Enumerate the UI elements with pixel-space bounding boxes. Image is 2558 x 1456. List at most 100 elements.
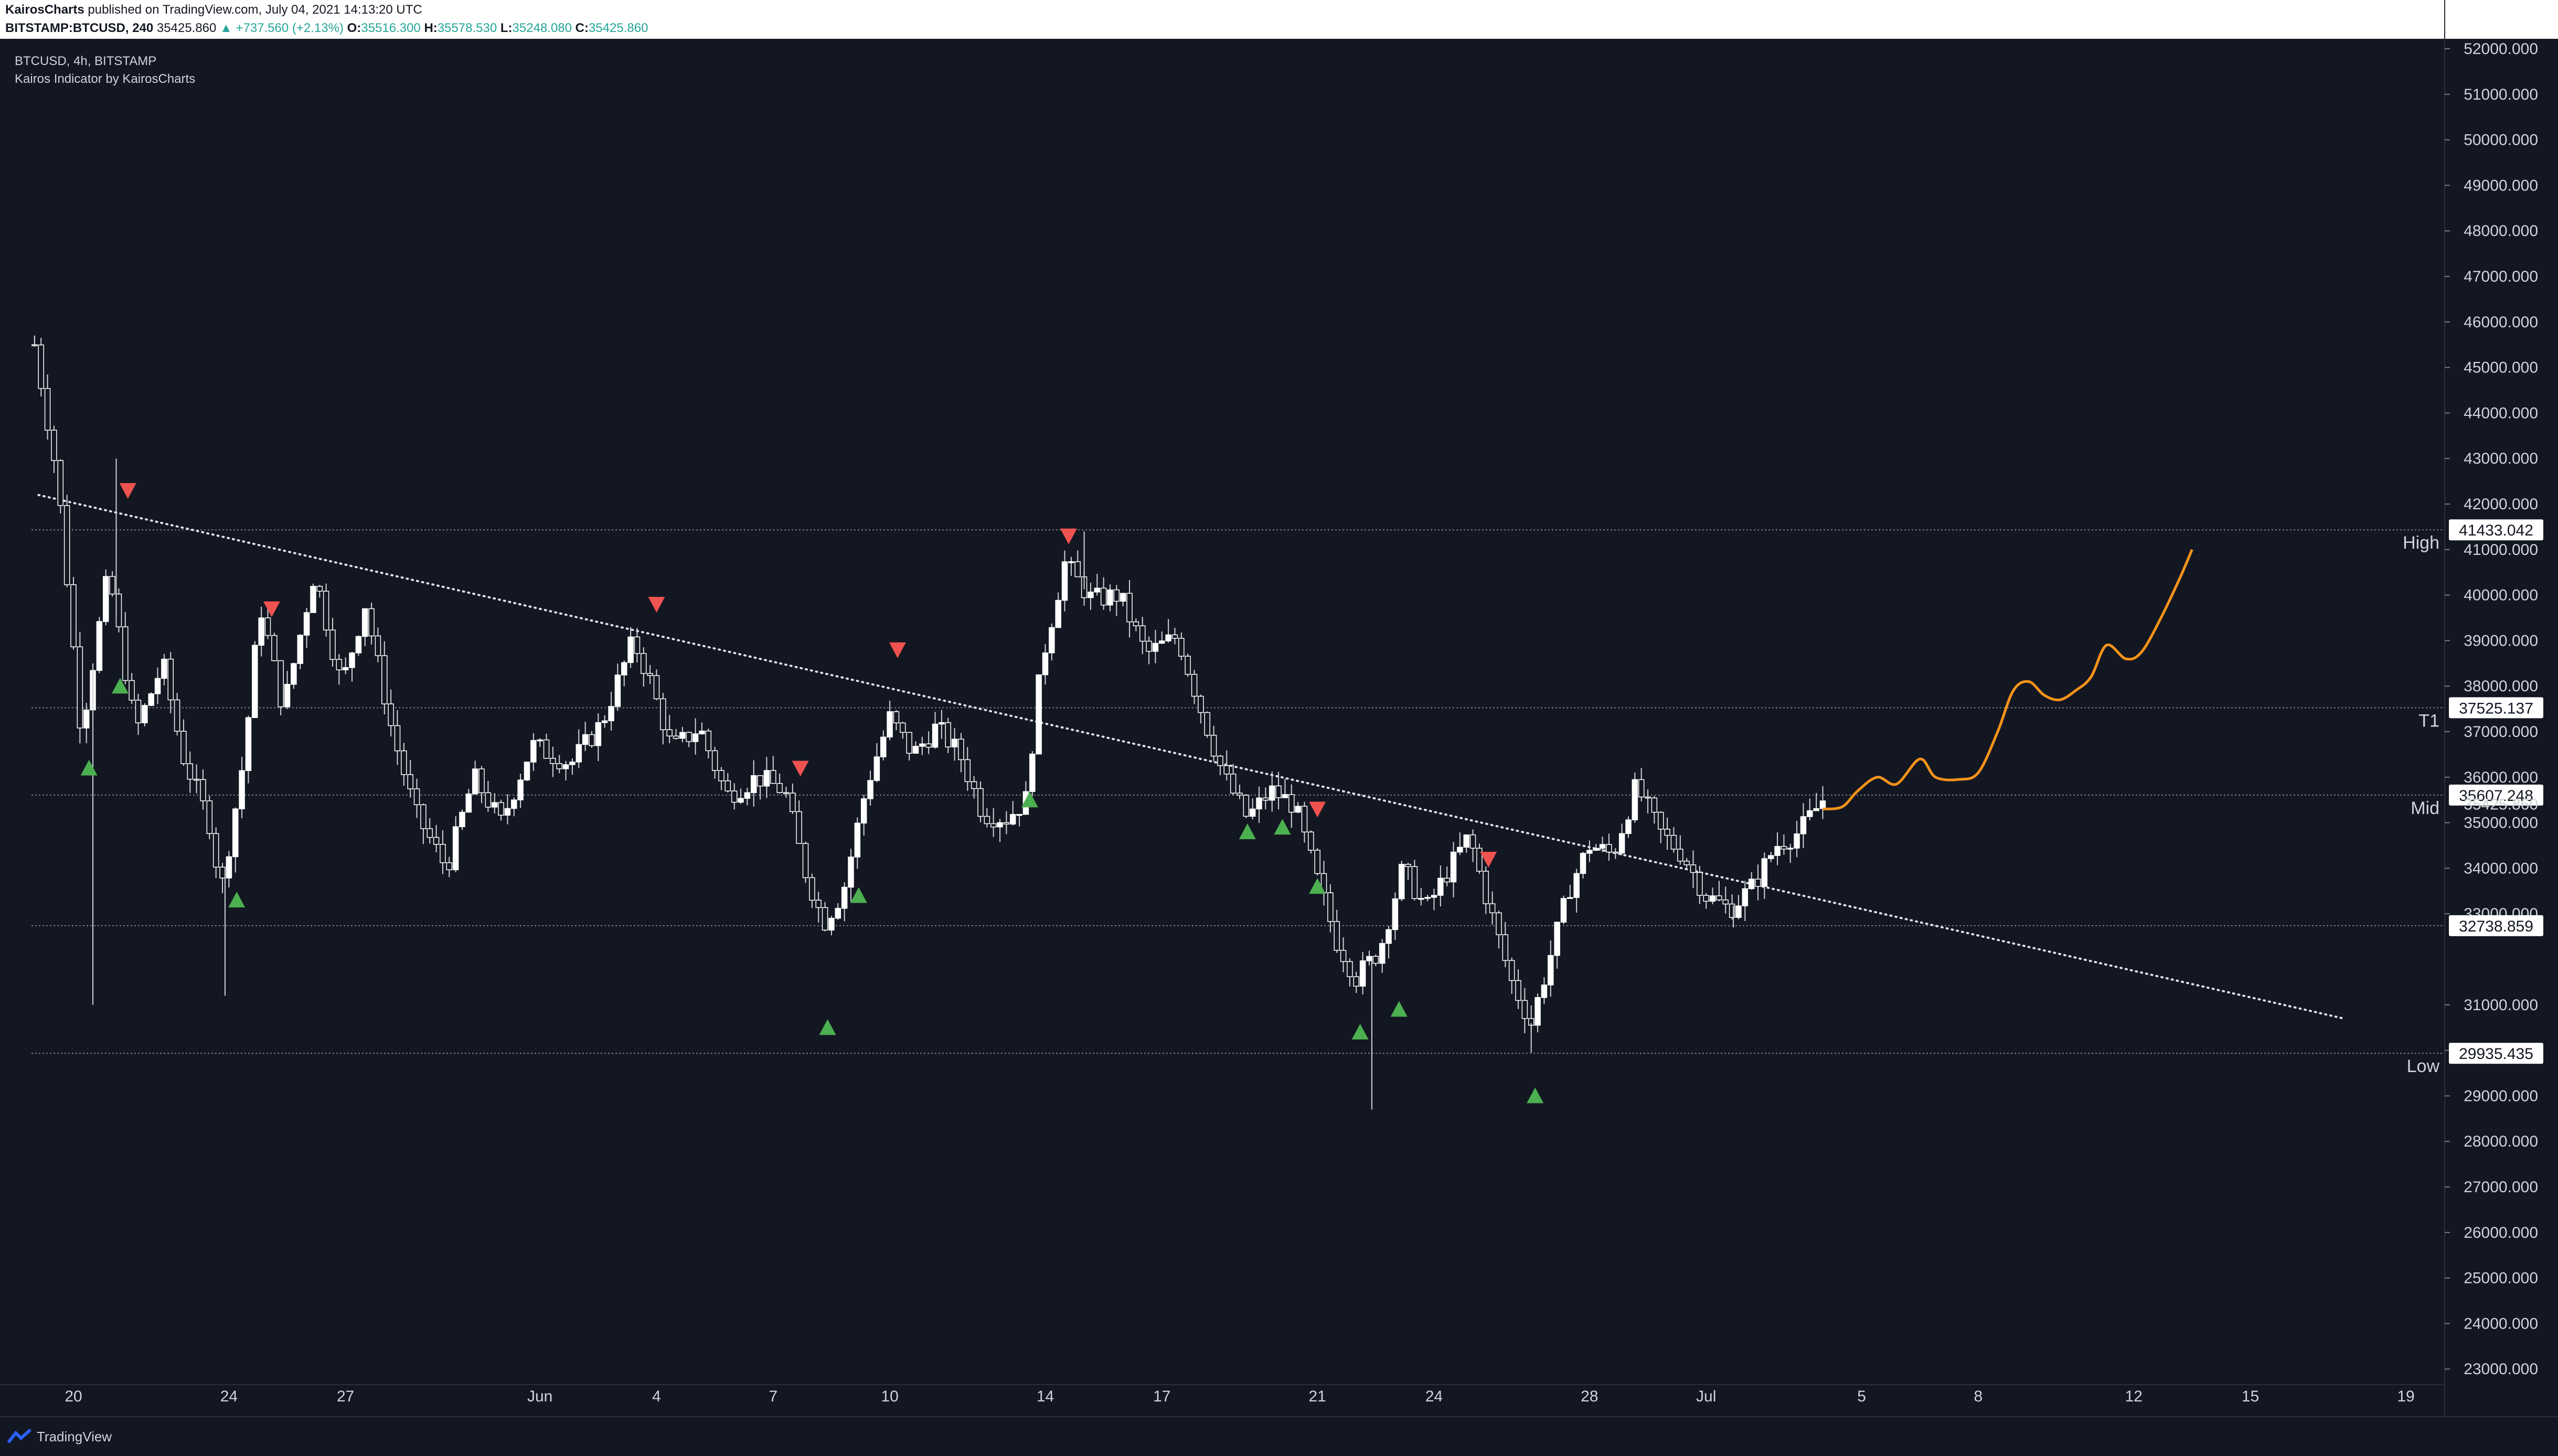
candle-body[interactable] xyxy=(1230,773,1237,794)
candle-body[interactable] xyxy=(1444,877,1450,883)
candle-body[interactable] xyxy=(1437,877,1444,896)
candle-body[interactable] xyxy=(1256,797,1262,810)
candle-body[interactable] xyxy=(815,900,822,908)
candle-body[interactable] xyxy=(1548,955,1554,986)
candle-body[interactable] xyxy=(997,822,1003,828)
candle-body[interactable] xyxy=(167,658,174,701)
candle-body[interactable] xyxy=(1632,779,1638,820)
candle-body[interactable] xyxy=(135,700,142,723)
candle-body[interactable] xyxy=(543,739,550,759)
candle-body[interactable] xyxy=(731,790,738,803)
candle-body[interactable] xyxy=(1036,674,1042,755)
candle-body[interactable] xyxy=(1100,587,1107,606)
candle-body[interactable] xyxy=(245,717,252,771)
candle-body[interactable] xyxy=(1340,950,1347,962)
candle-body[interactable] xyxy=(1515,980,1521,1001)
sell-signal-marker[interactable] xyxy=(1480,852,1497,868)
candle-body[interactable] xyxy=(1217,755,1223,766)
buy-signal-marker[interactable] xyxy=(1309,878,1326,894)
candle-body[interactable] xyxy=(1463,834,1469,848)
candle-body[interactable] xyxy=(1521,1000,1528,1019)
candle-body[interactable] xyxy=(1489,903,1496,914)
footer-brand[interactable]: TradingView xyxy=(37,1429,112,1444)
candle-body[interactable] xyxy=(1314,850,1320,874)
candle-body[interactable] xyxy=(1120,593,1126,602)
candle-body[interactable] xyxy=(174,699,180,732)
candle-body[interactable] xyxy=(835,908,841,919)
candle-body[interactable] xyxy=(1560,898,1567,923)
candle-body[interactable] xyxy=(1282,794,1288,798)
candle-body[interactable] xyxy=(1599,844,1606,849)
candle-body[interactable] xyxy=(413,788,420,806)
candle-body[interactable] xyxy=(349,652,355,668)
candle-body[interactable] xyxy=(900,722,906,733)
candle-body[interactable] xyxy=(193,778,200,781)
candle-body[interactable] xyxy=(958,738,964,761)
candle-body[interactable] xyxy=(550,758,556,764)
candle-body[interactable] xyxy=(1748,879,1755,890)
buy-signal-marker[interactable] xyxy=(1351,1023,1369,1040)
candle-body[interactable] xyxy=(1146,640,1152,652)
candle-body[interactable] xyxy=(226,856,232,879)
buy-signal-marker[interactable] xyxy=(228,892,246,908)
candle-body[interactable] xyxy=(336,659,343,670)
candle-body[interactable] xyxy=(1593,848,1599,851)
candle-body[interactable] xyxy=(212,833,219,868)
candle-body[interactable] xyxy=(711,750,718,771)
candle-body[interactable] xyxy=(1819,800,1826,809)
candle-body[interactable] xyxy=(440,844,446,863)
candle-body[interactable] xyxy=(841,886,848,909)
candle-body[interactable] xyxy=(472,768,478,795)
candle-body[interactable] xyxy=(264,617,271,636)
candle-body[interactable] xyxy=(751,775,757,793)
candle-body[interactable] xyxy=(200,779,206,801)
candle-body[interactable] xyxy=(401,750,407,775)
candle-body[interactable] xyxy=(860,798,867,824)
candle-body[interactable] xyxy=(990,823,997,828)
candle-body[interactable] xyxy=(575,744,582,763)
candle-body[interactable] xyxy=(556,763,562,769)
candle-body[interactable] xyxy=(1237,793,1243,796)
candle-body[interactable] xyxy=(1722,899,1729,905)
candle-body[interactable] xyxy=(1198,695,1204,713)
candle-body[interactable] xyxy=(653,675,660,700)
sell-signal-marker[interactable] xyxy=(119,483,136,499)
sell-signal-marker[interactable] xyxy=(263,601,280,617)
candle-body[interactable] xyxy=(154,678,161,694)
candle-body[interactable] xyxy=(420,804,427,829)
buy-signal-marker[interactable] xyxy=(1274,819,1291,835)
candle-body[interactable] xyxy=(919,743,925,747)
candle-body[interactable] xyxy=(1618,833,1625,854)
sell-signal-marker[interactable] xyxy=(648,596,665,613)
candle-body[interactable] xyxy=(984,816,990,825)
candle-body[interactable] xyxy=(1580,853,1586,874)
candle-body[interactable] xyxy=(504,808,511,816)
candle-body[interactable] xyxy=(310,586,316,613)
candle-body[interactable] xyxy=(1295,806,1301,813)
candle-body[interactable] xyxy=(634,636,641,654)
candle-body[interactable] xyxy=(595,722,602,746)
candle-body[interactable] xyxy=(1074,561,1081,577)
candle-body[interactable] xyxy=(1055,599,1061,628)
candle-body[interactable] xyxy=(316,586,323,592)
candle-body[interactable] xyxy=(530,740,537,763)
candle-body[interactable] xyxy=(232,808,239,858)
candle-body[interactable] xyxy=(394,725,401,752)
candle-body[interactable] xyxy=(478,768,485,794)
candle-body[interactable] xyxy=(828,917,835,931)
candle-body[interactable] xyxy=(433,837,440,845)
candle-body[interactable] xyxy=(1573,873,1580,898)
level-price-tag[interactable] xyxy=(2449,519,2543,541)
candle-body[interactable] xyxy=(1243,795,1250,817)
candle-body[interactable] xyxy=(582,734,589,745)
candle-body[interactable] xyxy=(1068,561,1074,563)
candle-body[interactable] xyxy=(291,663,297,685)
candle-body[interactable] xyxy=(1359,960,1366,987)
candle-body[interactable] xyxy=(70,584,77,647)
candle-body[interactable] xyxy=(1664,829,1670,836)
candle-body[interactable] xyxy=(1424,897,1431,899)
candle-body[interactable] xyxy=(802,843,809,879)
candle-body[interactable] xyxy=(1606,844,1612,853)
candle-body[interactable] xyxy=(1496,912,1502,935)
candle-body[interactable] xyxy=(109,576,115,595)
